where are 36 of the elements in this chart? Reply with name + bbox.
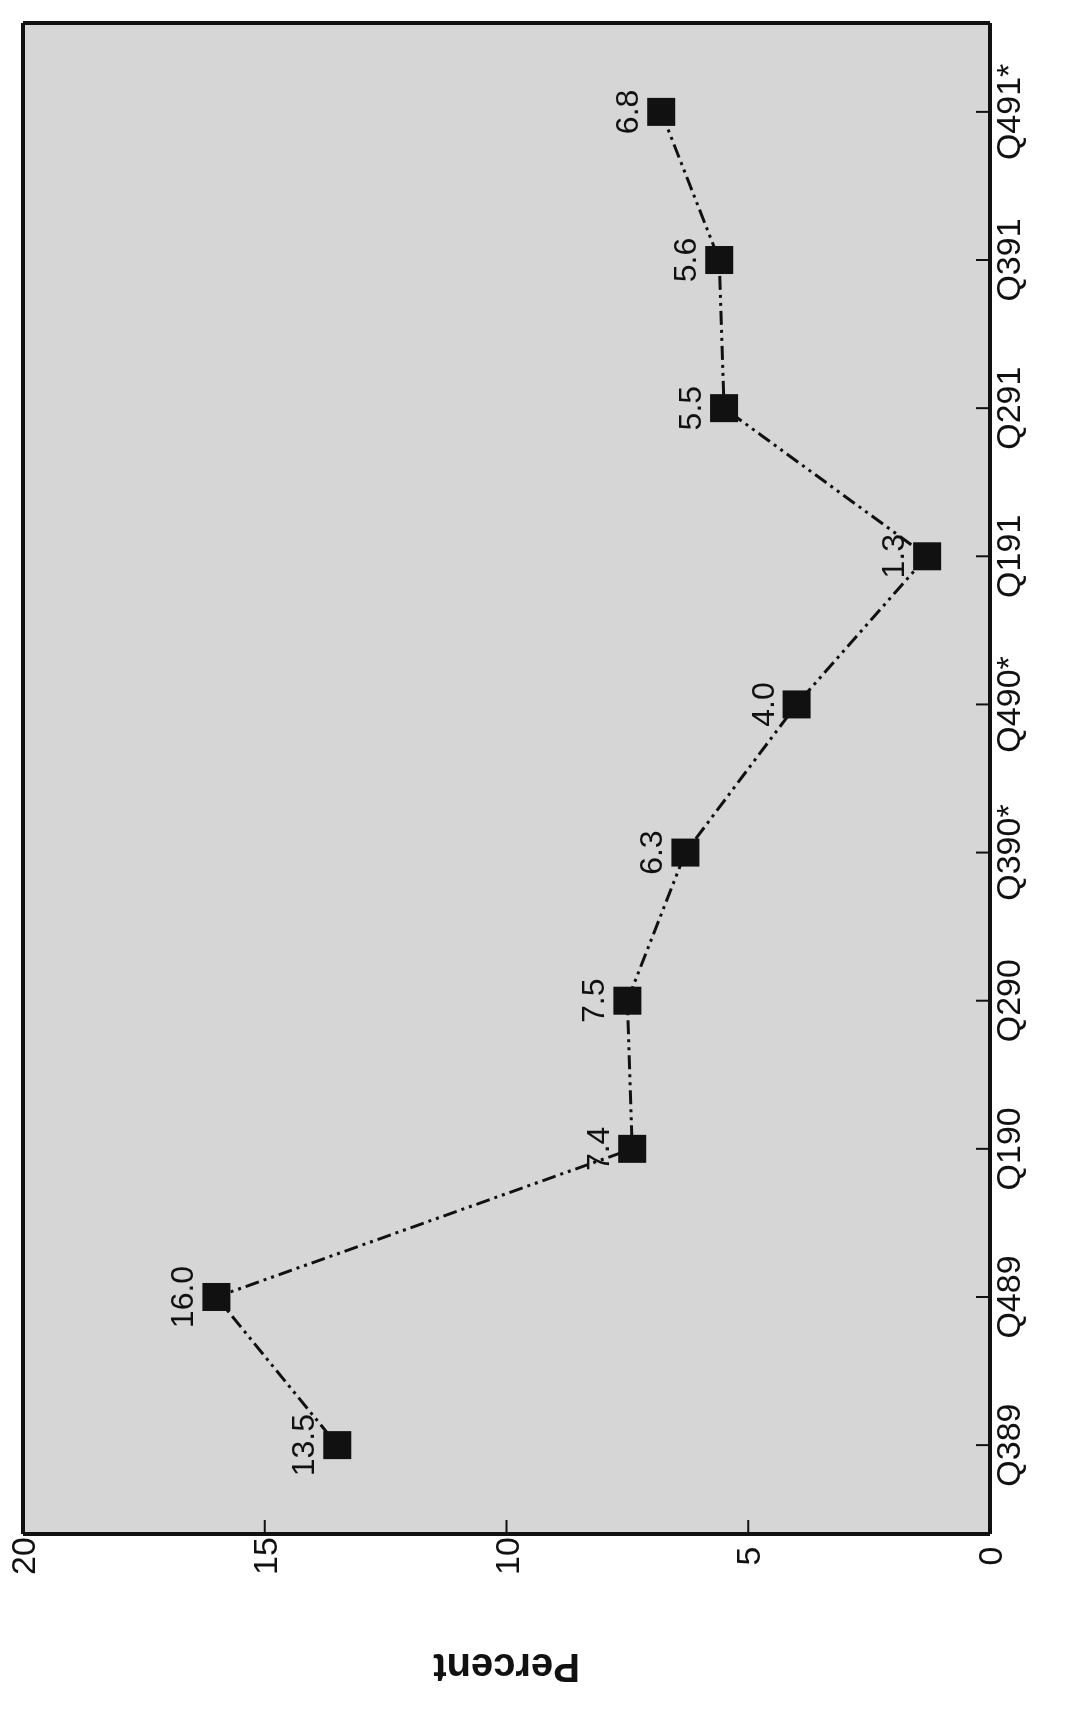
- x-tick-label: 20: [4, 1537, 42, 1575]
- point: [613, 986, 642, 1015]
- point: [618, 1134, 647, 1163]
- data-label: 6.8: [609, 89, 646, 135]
- y-tick-label: Q190: [989, 1107, 1027, 1191]
- point: [782, 690, 811, 719]
- point: [323, 1431, 352, 1460]
- point: [710, 394, 739, 423]
- data-label: 7.4: [580, 1126, 617, 1172]
- y-tick-label: Q291: [989, 366, 1027, 450]
- x-axis-title: Percent: [433, 1646, 580, 1690]
- data-label: 1.3: [875, 534, 912, 579]
- data-label: 4.0: [744, 682, 781, 727]
- data-label: 5.5: [672, 385, 709, 431]
- y-tick-label: Q490*: [989, 656, 1027, 753]
- data-label: 16.0: [164, 1265, 201, 1329]
- y-tick-label: Q491*: [989, 63, 1027, 161]
- y-tick-label: Q391: [989, 218, 1027, 302]
- point: [202, 1282, 231, 1311]
- y-tick-label: Q489: [989, 1255, 1027, 1339]
- y-tick-label: Q389: [989, 1403, 1027, 1487]
- x-tick-label: 15: [245, 1537, 284, 1575]
- x-tick-label: 10: [487, 1537, 526, 1575]
- y-tick-label: Q191: [989, 514, 1027, 598]
- point: [671, 838, 700, 867]
- data-label: 6.3: [633, 830, 670, 875]
- y-tick-label: Q390*: [989, 804, 1027, 901]
- point: [705, 246, 734, 275]
- data-label: 5.6: [667, 237, 704, 283]
- point: [913, 542, 942, 571]
- x-tick-label: 5: [729, 1546, 768, 1566]
- point: [647, 97, 676, 126]
- x-tick-label: 0: [971, 1546, 1009, 1566]
- y-tick-label: Q290: [989, 959, 1027, 1043]
- data-label: 7.5: [575, 978, 612, 1023]
- data-label: 13.5: [285, 1413, 322, 1477]
